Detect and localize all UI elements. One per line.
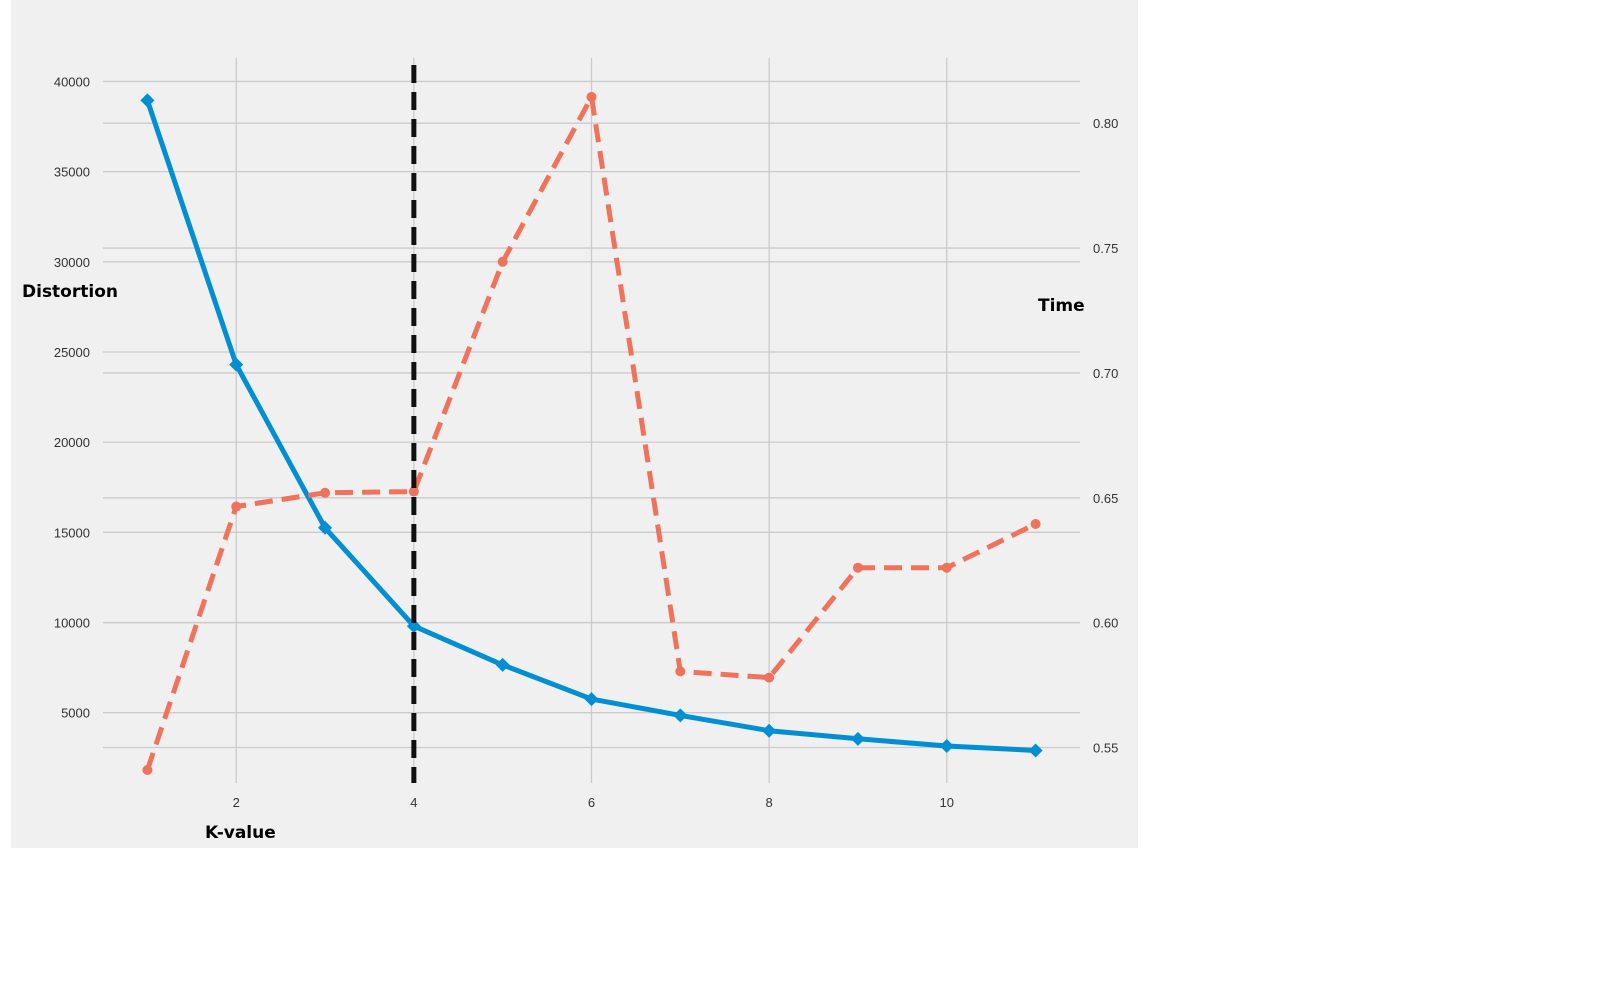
x-axis-title: K-value xyxy=(205,823,276,843)
y-right-tick-label: 0.70 xyxy=(1093,366,1118,381)
distortion-point xyxy=(140,93,155,108)
distortion-point xyxy=(406,619,421,634)
distortion-point xyxy=(1028,743,1043,758)
time-point xyxy=(408,486,419,497)
y-left-axis-title: Distortion xyxy=(22,282,118,302)
distortion-point xyxy=(229,357,244,372)
time-point xyxy=(586,91,597,102)
y-right-tick-label: 0.60 xyxy=(1093,616,1118,631)
time-point xyxy=(320,487,331,498)
distortion-point xyxy=(495,657,510,672)
distortion-point xyxy=(673,708,688,723)
time-point xyxy=(764,672,775,683)
distortion-point xyxy=(318,520,333,535)
time-point xyxy=(675,666,686,677)
time-series-line xyxy=(145,94,1037,771)
distortion-point xyxy=(584,692,599,707)
x-tick-label: 2 xyxy=(233,795,240,810)
y-left-tick-label: 35000 xyxy=(54,165,90,180)
x-tick-label: 8 xyxy=(766,795,773,810)
y-right-tick-label: 0.80 xyxy=(1093,116,1118,131)
series-layer xyxy=(140,65,1043,783)
time-point xyxy=(941,562,952,573)
distortion-point xyxy=(762,723,777,738)
y-left-tick-label: 5000 xyxy=(61,706,90,721)
y-right-tick-label: 0.55 xyxy=(1093,741,1118,756)
y-right-tick-label: 0.65 xyxy=(1093,491,1118,506)
y-left-tick-label: 40000 xyxy=(54,74,90,89)
y-left-tick-label: 15000 xyxy=(54,525,90,540)
x-tick-label: 4 xyxy=(410,795,417,810)
figure-background xyxy=(11,0,1138,848)
time-point xyxy=(231,501,242,512)
x-tick-label: 6 xyxy=(588,795,595,810)
distortion-point xyxy=(939,739,954,754)
y-right-axis-title: Time xyxy=(1038,296,1085,316)
y-right-tick-label: 0.75 xyxy=(1093,241,1118,256)
y-left-tick-label: 30000 xyxy=(54,255,90,270)
distortion-point xyxy=(850,731,865,746)
y-left-tick-label: 25000 xyxy=(54,345,90,360)
grid-lines xyxy=(103,58,1080,783)
time-point xyxy=(1030,519,1041,530)
x-tick-label: 10 xyxy=(940,795,954,810)
y-left-tick-label: 10000 xyxy=(54,615,90,630)
time-point xyxy=(142,765,153,776)
tick-labels: 2 4 6 8 10 5000 10000 15000 20000 25000 30000 35000… xyxy=(54,74,1118,810)
time-point xyxy=(497,256,508,267)
y-left-tick-label: 20000 xyxy=(54,435,90,450)
time-point xyxy=(852,562,863,573)
